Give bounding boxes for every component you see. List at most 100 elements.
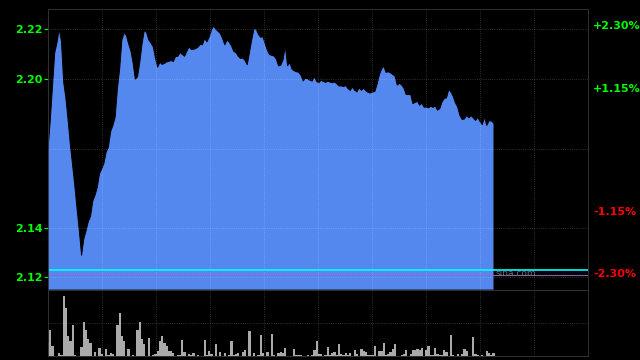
Bar bbox=[385, 355, 387, 356]
Bar bbox=[450, 334, 452, 356]
Bar bbox=[481, 355, 483, 356]
Bar bbox=[389, 352, 392, 356]
Bar bbox=[387, 354, 389, 356]
Bar bbox=[314, 350, 316, 356]
Bar bbox=[260, 335, 262, 356]
Bar bbox=[83, 322, 85, 356]
Bar bbox=[465, 351, 468, 356]
Bar bbox=[108, 355, 109, 356]
Bar bbox=[123, 341, 125, 356]
Bar bbox=[278, 353, 280, 356]
Bar bbox=[81, 347, 83, 356]
Bar bbox=[190, 355, 193, 356]
Bar bbox=[320, 354, 322, 356]
Bar bbox=[432, 355, 434, 356]
Bar bbox=[262, 353, 264, 356]
Bar bbox=[349, 353, 351, 356]
Bar bbox=[235, 354, 237, 356]
Bar bbox=[428, 346, 429, 356]
Bar bbox=[367, 355, 369, 356]
Text: sina.com: sina.com bbox=[496, 269, 536, 278]
Bar bbox=[233, 355, 235, 356]
Bar bbox=[248, 331, 251, 356]
Bar bbox=[420, 348, 423, 356]
Bar bbox=[132, 355, 134, 356]
Bar bbox=[60, 355, 63, 356]
Bar bbox=[293, 348, 296, 356]
Bar bbox=[338, 343, 340, 356]
Bar bbox=[257, 355, 260, 356]
Bar bbox=[429, 355, 432, 356]
Bar bbox=[166, 346, 168, 356]
Bar bbox=[179, 355, 181, 356]
Bar bbox=[360, 349, 362, 356]
Bar bbox=[220, 352, 221, 356]
Bar bbox=[193, 352, 195, 356]
Bar bbox=[317, 354, 320, 356]
Bar bbox=[211, 355, 212, 356]
Bar bbox=[410, 354, 412, 356]
Bar bbox=[253, 353, 255, 356]
Bar bbox=[307, 355, 309, 356]
Bar bbox=[168, 351, 170, 356]
Bar bbox=[109, 353, 112, 356]
Bar bbox=[456, 354, 459, 356]
Bar bbox=[380, 351, 383, 356]
Bar bbox=[90, 342, 92, 356]
Bar bbox=[69, 341, 72, 356]
Bar bbox=[74, 355, 76, 356]
Bar bbox=[340, 354, 342, 356]
Bar bbox=[284, 348, 287, 356]
Bar bbox=[316, 341, 318, 356]
Bar bbox=[148, 338, 150, 356]
Bar bbox=[401, 355, 403, 356]
Bar bbox=[197, 355, 199, 356]
Bar bbox=[412, 350, 414, 356]
Bar bbox=[58, 353, 60, 356]
Bar bbox=[121, 336, 123, 356]
Bar bbox=[434, 348, 436, 356]
Bar bbox=[492, 353, 495, 356]
Bar bbox=[87, 339, 90, 356]
Bar bbox=[394, 344, 396, 356]
Bar bbox=[215, 343, 217, 356]
Bar bbox=[181, 340, 184, 356]
Bar bbox=[419, 350, 420, 356]
Bar bbox=[311, 355, 314, 356]
Bar bbox=[326, 347, 329, 356]
Bar bbox=[177, 355, 179, 356]
Bar bbox=[425, 350, 428, 356]
Bar bbox=[445, 352, 447, 356]
Bar bbox=[136, 330, 139, 356]
Bar bbox=[443, 350, 445, 356]
Bar bbox=[224, 354, 226, 356]
Bar bbox=[188, 354, 190, 356]
Bar bbox=[228, 355, 230, 356]
Bar bbox=[47, 342, 49, 356]
Bar bbox=[230, 341, 233, 356]
Bar bbox=[436, 354, 438, 356]
Bar bbox=[282, 353, 284, 356]
Bar bbox=[152, 355, 154, 356]
Bar bbox=[85, 330, 87, 356]
Bar bbox=[324, 355, 326, 356]
Bar bbox=[141, 339, 143, 356]
Bar bbox=[405, 350, 407, 356]
Bar bbox=[347, 355, 349, 356]
Bar bbox=[139, 322, 141, 356]
Bar bbox=[414, 350, 416, 356]
Bar bbox=[100, 355, 103, 356]
Bar bbox=[271, 334, 273, 356]
Bar bbox=[463, 349, 465, 356]
Bar bbox=[49, 330, 51, 356]
Bar bbox=[154, 354, 157, 356]
Bar bbox=[237, 353, 239, 356]
Bar bbox=[477, 355, 479, 356]
Bar bbox=[118, 313, 121, 356]
Bar bbox=[298, 355, 300, 356]
Bar bbox=[163, 342, 166, 356]
Bar bbox=[383, 343, 385, 356]
Bar bbox=[344, 353, 347, 356]
Bar bbox=[208, 351, 211, 356]
Bar bbox=[300, 355, 302, 356]
